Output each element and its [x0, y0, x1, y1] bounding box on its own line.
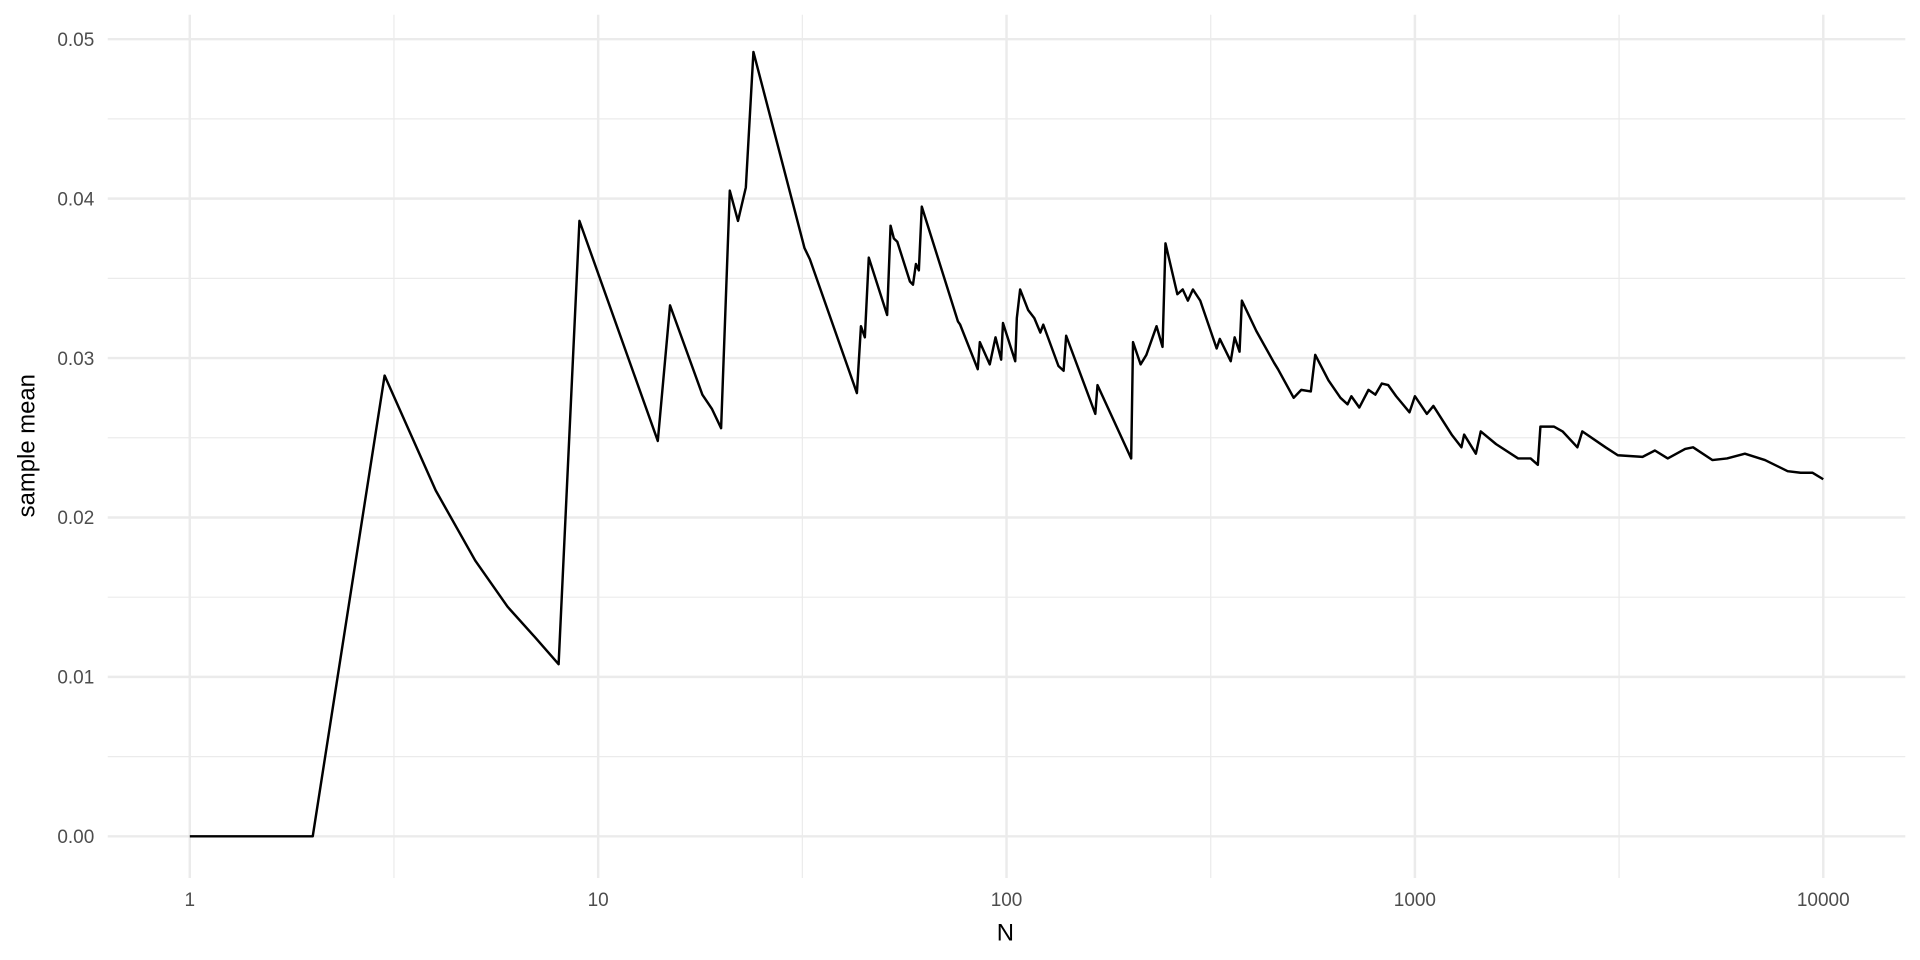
- y-tick-label: 0.00: [57, 827, 94, 848]
- x-tick-label: 10000: [1797, 890, 1850, 911]
- y-tick-label: 0.01: [57, 668, 94, 689]
- x-axis-title: N: [997, 919, 1014, 946]
- y-tick-label: 0.05: [57, 30, 94, 51]
- x-tick-label: 100: [991, 890, 1023, 911]
- y-axis-title: sample mean: [13, 374, 40, 517]
- x-tick-label: 1000: [1394, 890, 1436, 911]
- y-tick-label: 0.02: [57, 508, 94, 529]
- x-axis-ticks: 1 10 100 1000 10000: [185, 890, 1850, 911]
- grid: [107, 14, 1906, 878]
- y-tick-label: 0.04: [57, 189, 94, 210]
- series: [189, 50, 1824, 838]
- sample-mean-line: [189, 50, 1824, 838]
- y-axis-ticks: 0.00 0.01 0.02 0.03 0.04 0.05: [57, 30, 94, 848]
- y-tick-label: 0.03: [57, 349, 94, 370]
- x-tick-label: 1: [185, 890, 196, 911]
- x-tick-label: 10: [588, 890, 609, 911]
